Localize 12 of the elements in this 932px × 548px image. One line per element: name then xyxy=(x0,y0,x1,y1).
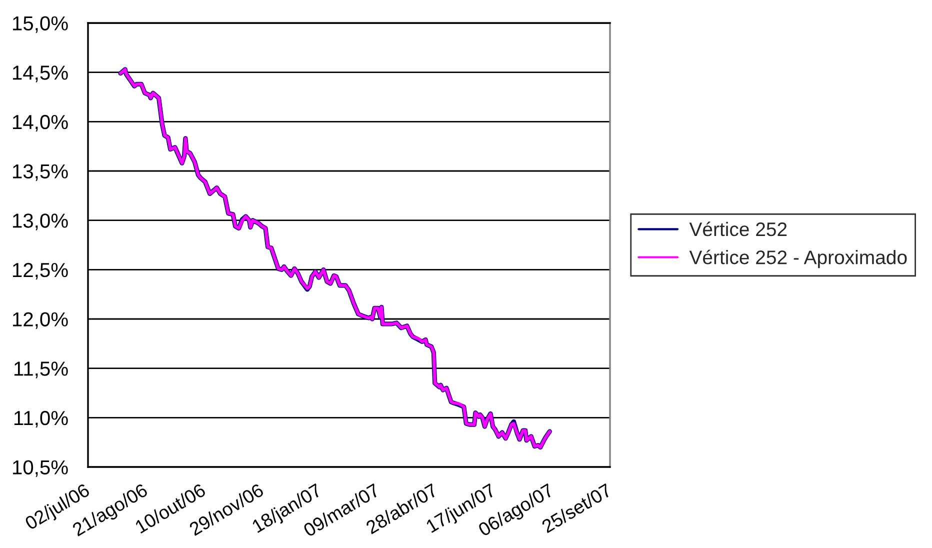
y-tick-label: 14,5% xyxy=(12,66,68,82)
y-tick-label: 12,0% xyxy=(12,312,68,329)
y-tick-label: 14,0% xyxy=(12,114,68,132)
legend-label: Vértice 252 xyxy=(689,222,787,236)
y-tick-label: 12,5% xyxy=(12,262,68,280)
y-tick-label: 13,5% xyxy=(12,164,68,181)
y-tick-label: 11,5% xyxy=(14,362,68,378)
y-tick-label: 11,0% xyxy=(14,410,68,428)
y-tick-label: 13,0% xyxy=(12,214,68,230)
y-tick-label: 15,0% xyxy=(12,16,68,33)
y-tick-label: 10,5% xyxy=(12,460,68,477)
legend-label: Vértice 252 - Aproximado xyxy=(689,250,907,268)
